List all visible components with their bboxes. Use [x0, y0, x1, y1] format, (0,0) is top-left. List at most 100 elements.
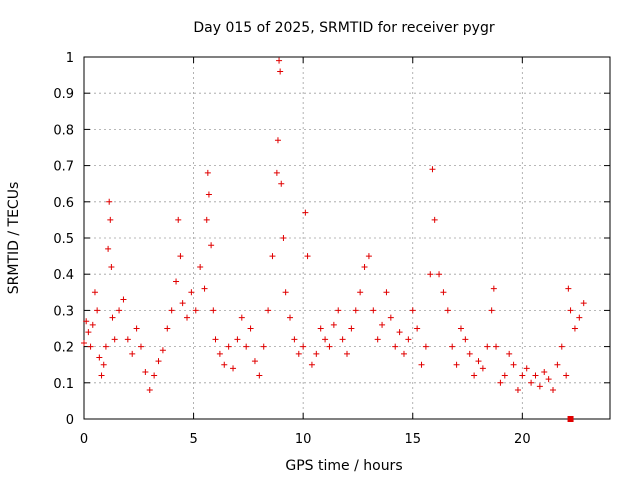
data-point [124, 336, 131, 343]
data-point [205, 191, 212, 198]
x-tick-label: 20 [514, 432, 531, 447]
data-point [501, 372, 508, 379]
data-point [96, 354, 103, 361]
data-point [514, 387, 521, 394]
x-tick-label: 10 [295, 432, 312, 447]
data-point [277, 68, 284, 75]
data-point [422, 343, 429, 350]
data-point [370, 307, 377, 314]
data-points [81, 57, 587, 394]
data-point [155, 358, 162, 365]
data-point [414, 325, 421, 332]
data-point [484, 343, 491, 350]
data-point [221, 361, 228, 368]
data-point [83, 318, 90, 325]
data-point [151, 372, 158, 379]
data-point [392, 343, 399, 350]
data-point [506, 350, 513, 357]
data-point [204, 169, 211, 176]
data-point [87, 343, 94, 350]
data-point [201, 285, 208, 292]
y-tick-label: 0.2 [53, 341, 74, 356]
data-point [365, 253, 372, 260]
data-point [453, 361, 460, 368]
data-point [164, 325, 171, 332]
data-point [379, 321, 386, 328]
x-tick-label: 15 [404, 432, 421, 447]
data-point [260, 343, 267, 350]
data-point [471, 372, 478, 379]
data-point [287, 314, 294, 321]
data-point [120, 296, 127, 303]
data-point [197, 263, 204, 270]
data-point [111, 336, 118, 343]
y-tick-label: 0.7 [53, 160, 74, 175]
data-point [326, 343, 333, 350]
data-point [109, 314, 116, 321]
data-point [243, 343, 250, 350]
data-point [107, 216, 114, 223]
x-axis-label: GPS time / hours [285, 458, 402, 474]
data-point [94, 307, 101, 314]
data-point [177, 253, 184, 260]
extra-markers [567, 416, 574, 422]
data-point [431, 216, 438, 223]
data-point [212, 336, 219, 343]
square-marker [567, 416, 574, 422]
y-axis-label: SRMTID / TECUs [6, 182, 22, 295]
data-point [302, 209, 309, 216]
data-point [528, 379, 535, 386]
data-point [89, 321, 96, 328]
data-point [457, 325, 464, 332]
data-point [429, 166, 436, 173]
data-point [519, 372, 526, 379]
data-point [184, 314, 191, 321]
data-point [137, 343, 144, 350]
data-point [344, 350, 350, 357]
data-point [278, 180, 285, 187]
data-point [550, 387, 557, 394]
data-point [567, 307, 574, 314]
data-point [168, 307, 175, 314]
data-point [339, 336, 346, 343]
data-point [400, 350, 407, 357]
data-point [308, 361, 315, 368]
data-point [387, 314, 394, 321]
data-point [466, 350, 473, 357]
data-point [357, 289, 364, 296]
data-point [159, 347, 166, 354]
data-point [418, 361, 425, 368]
data-point [269, 253, 276, 260]
data-point [274, 137, 281, 144]
data-point [116, 307, 123, 314]
data-point [558, 343, 565, 350]
y-tick-label: 0.9 [53, 87, 74, 102]
data-point [291, 336, 298, 343]
data-point [563, 372, 570, 379]
data-point [523, 365, 530, 372]
data-point [208, 242, 215, 249]
data-point [444, 307, 451, 314]
data-point [276, 57, 283, 64]
data-point [146, 387, 153, 394]
y-tick-label: 0.8 [53, 123, 74, 138]
data-point [449, 343, 456, 350]
data-point [251, 358, 258, 365]
data-point [300, 343, 307, 350]
data-point [532, 372, 539, 379]
data-point [427, 271, 434, 278]
grid-lines [84, 57, 610, 419]
data-point [192, 307, 199, 314]
data-point [247, 325, 254, 332]
data-point [405, 336, 412, 343]
data-point [133, 325, 140, 332]
data-point [238, 314, 245, 321]
data-point [541, 368, 548, 375]
chart-title: Day 015 of 2025, SRMTID for receiver pyg… [193, 20, 494, 36]
data-point [361, 263, 368, 270]
plot-frame [83, 56, 611, 420]
data-point [436, 271, 443, 278]
y-tick-label: 0.1 [53, 377, 74, 392]
data-point [374, 336, 381, 343]
data-point [330, 321, 337, 328]
